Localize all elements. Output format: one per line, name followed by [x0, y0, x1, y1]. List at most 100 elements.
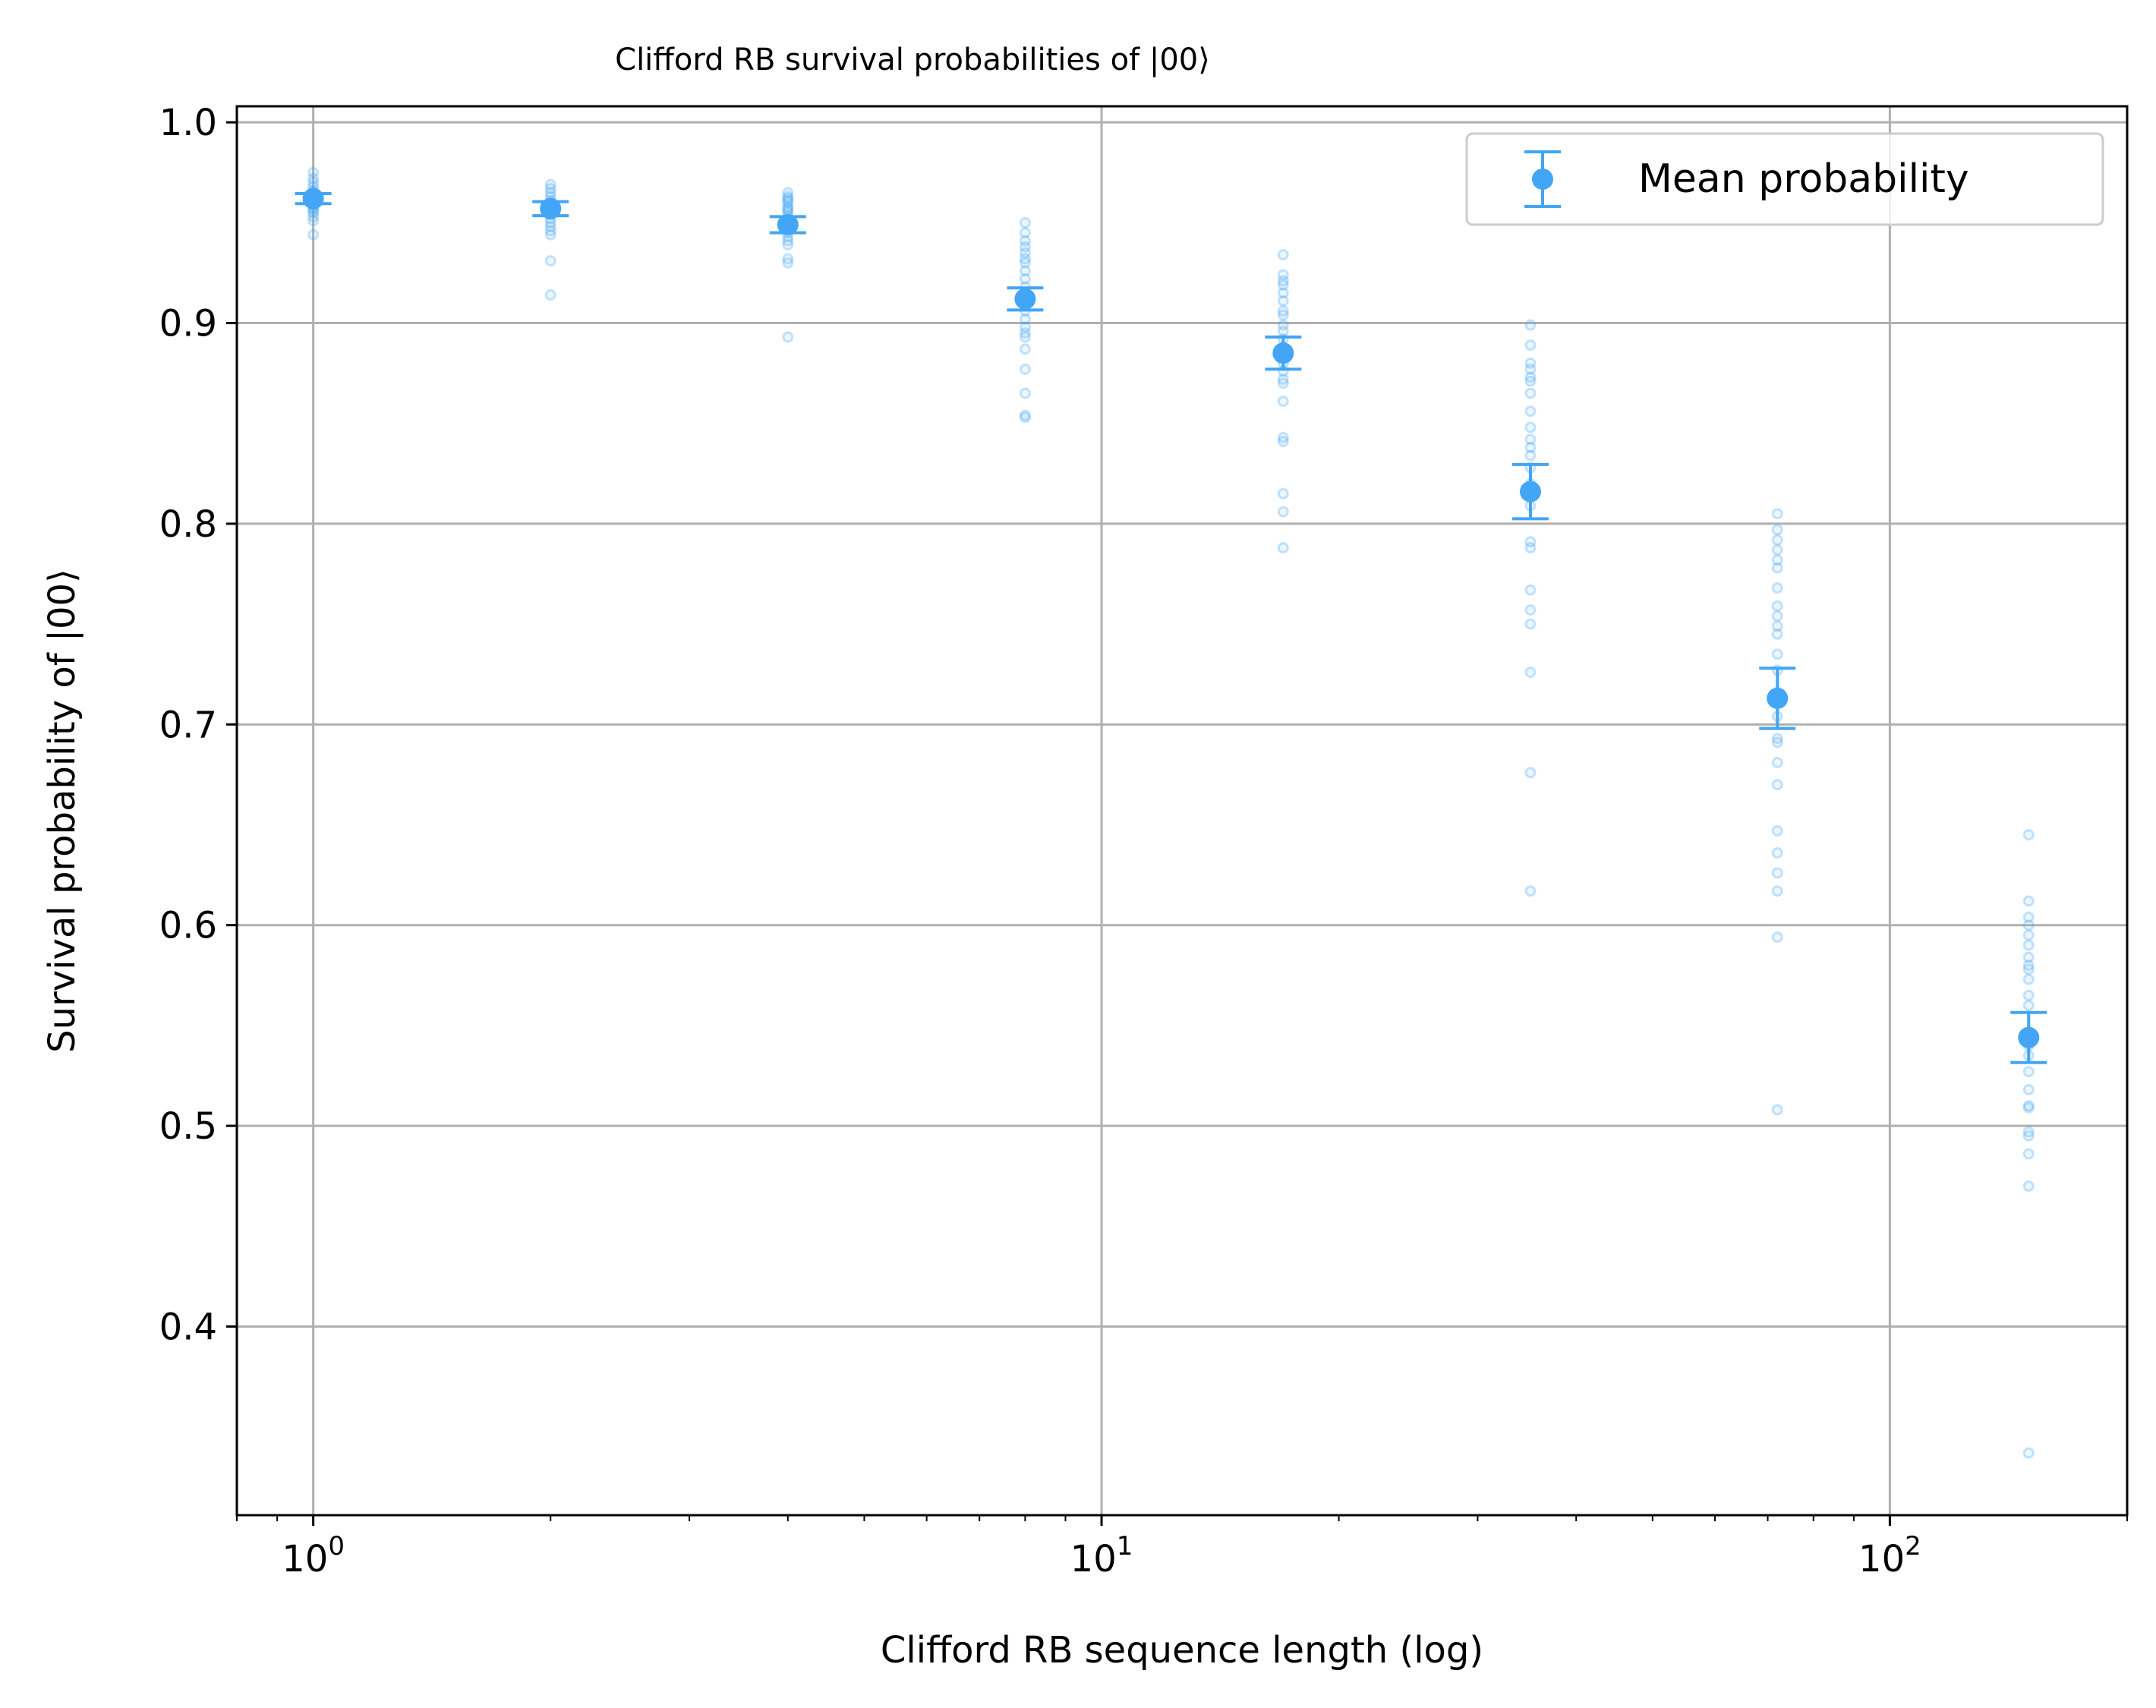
sample-point: [1771, 600, 1783, 612]
sample-point: [782, 235, 794, 247]
sample-point: [1277, 275, 1289, 287]
sample-point: [1771, 824, 1783, 837]
sample-point: [1277, 395, 1289, 408]
sample-point: [1019, 313, 1031, 325]
sample-points: [307, 166, 2035, 1459]
sample-point: [1524, 433, 1537, 446]
sample-point: [1019, 257, 1031, 269]
sample-point: [2022, 1083, 2035, 1095]
sample-point: [1277, 305, 1289, 317]
mean-point: [777, 213, 799, 235]
sample-point: [1524, 421, 1537, 433]
sample-point: [2022, 1101, 2035, 1114]
sample-point: [307, 215, 320, 227]
sample-point: [2022, 1447, 2035, 1459]
sample-point: [1277, 373, 1289, 386]
sample-point: [1524, 618, 1537, 630]
y-axis-label: Survival probability of |00⟩: [41, 569, 84, 1053]
sample-point: [1524, 319, 1537, 331]
sample-point: [1524, 542, 1537, 554]
sample-point: [2022, 1148, 2035, 1160]
sample-point: [2022, 1126, 2035, 1138]
legend: Mean probability: [1465, 132, 2104, 226]
sample-point: [1771, 867, 1783, 879]
sample-point: [1771, 562, 1783, 574]
sample-point: [1019, 241, 1031, 253]
sample-point: [1277, 249, 1289, 261]
sample-point: [2022, 960, 2035, 972]
sample-point: [1019, 387, 1031, 399]
sample-point: [1019, 411, 1031, 424]
sample-point: [1524, 375, 1537, 387]
sample-point: [1019, 327, 1031, 339]
sample-point: [782, 331, 794, 343]
sample-point: [1771, 544, 1783, 556]
grid: [237, 106, 2127, 1515]
sample-point: [1524, 363, 1537, 375]
sample-point: [2022, 939, 2035, 951]
sample-point: [1771, 554, 1783, 566]
sample-point: [1524, 536, 1537, 548]
sample-point: [1771, 733, 1783, 745]
sample-point: [544, 289, 556, 301]
sample-point: [782, 197, 794, 209]
y-tick-label: 0.7: [159, 704, 217, 746]
sample-point: [544, 225, 556, 237]
sample-point: [1524, 405, 1537, 418]
sample-point: [1524, 441, 1537, 453]
sample-point: [2022, 895, 2035, 907]
sample-point: [2022, 989, 2035, 1001]
sample-point: [1277, 377, 1289, 389]
y-tick-label: 1.0: [159, 102, 217, 144]
sample-point: [1277, 542, 1289, 554]
sample-point: [1019, 409, 1031, 421]
sample-point: [1277, 287, 1289, 299]
sample-point: [1524, 371, 1537, 383]
sample-point: [2022, 829, 2035, 841]
x-axis: 100 101 102: [236, 1515, 2128, 1580]
sample-point: [544, 187, 556, 199]
sample-point: [1524, 387, 1537, 399]
sample-point: [544, 182, 556, 194]
sample-point: [1524, 604, 1537, 616]
sample-point: [1277, 309, 1289, 321]
sample-point: [1771, 628, 1783, 640]
sample-point: [1771, 610, 1783, 622]
sample-point: [2022, 999, 2035, 1011]
x-tick-label: 100: [282, 1531, 345, 1580]
mean-point: [302, 188, 324, 210]
legend-box: [1465, 132, 2104, 226]
sample-point: [782, 238, 794, 251]
sample-point: [1524, 666, 1537, 679]
sample-point: [1771, 736, 1783, 748]
legend-label: Mean probability: [1638, 156, 1969, 202]
sample-point: [1019, 363, 1031, 375]
mean-point: [1272, 342, 1294, 364]
sample-point: [1771, 508, 1783, 520]
sample-point: [307, 210, 320, 222]
mean-points: [302, 188, 2040, 1048]
mean-point: [2018, 1026, 2040, 1048]
sample-point: [307, 176, 320, 188]
sample-point: [544, 255, 556, 267]
x-axis-label: Clifford RB sequence length (log): [881, 1629, 1483, 1672]
sample-point: [1019, 265, 1031, 277]
x-tick-label: 102: [1858, 1531, 1921, 1580]
sample-point: [1019, 321, 1031, 333]
sample-point: [2022, 919, 2035, 931]
sample-point: [1019, 216, 1031, 228]
sample-point: [1019, 235, 1031, 247]
mean-point: [1767, 687, 1789, 709]
sample-point: [1277, 279, 1289, 291]
sample-point: [1771, 885, 1783, 897]
sample-point: [1277, 436, 1289, 448]
sample-point: [2022, 1130, 2035, 1142]
sample-point: [1771, 779, 1783, 791]
sample-point: [1771, 847, 1783, 859]
sample-point: [1019, 331, 1031, 343]
sample-point: [1277, 487, 1289, 499]
sample-point: [544, 221, 556, 233]
sample-point: [2022, 951, 2035, 963]
sample-point: [782, 257, 794, 269]
